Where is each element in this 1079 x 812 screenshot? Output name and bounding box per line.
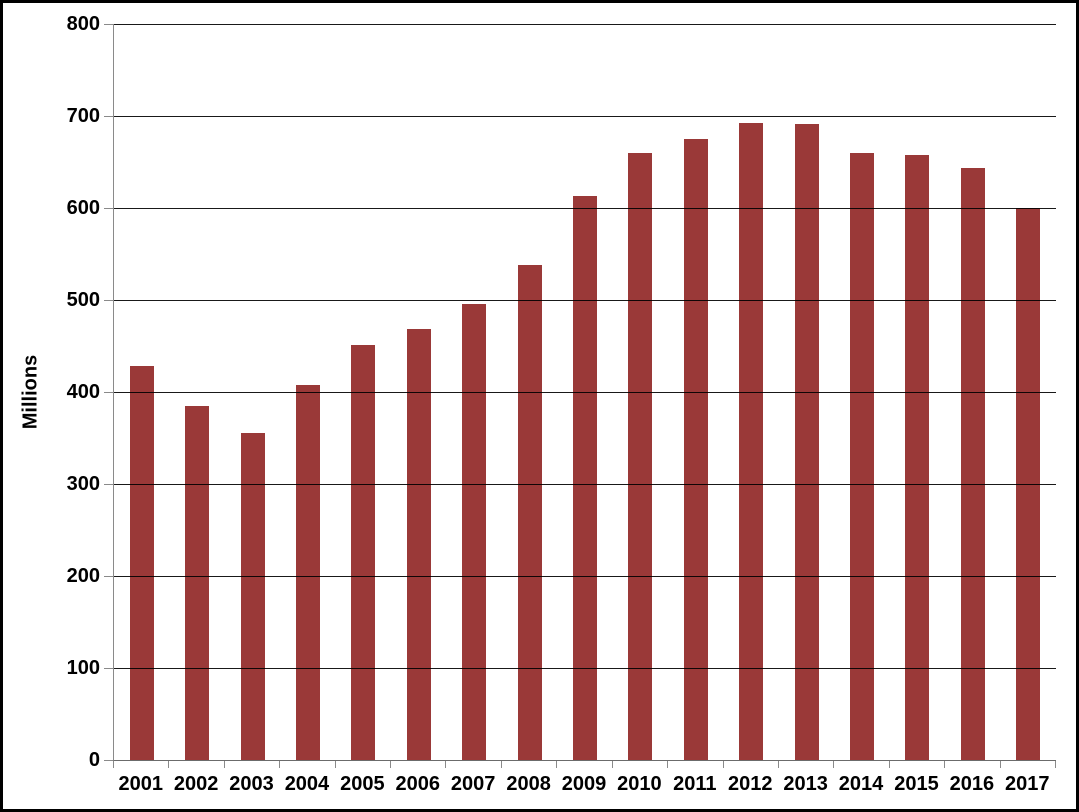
x-tick-label-2006: 2006: [395, 773, 441, 795]
y-tick-label-300: 300: [66, 473, 100, 495]
y-tick-label-500: 500: [66, 289, 100, 311]
y-tick-mark: [104, 24, 113, 25]
x-tick-label-2008: 2008: [506, 773, 551, 795]
bar-2011: [683, 139, 708, 760]
x-tick-label-2016: 2016: [949, 773, 995, 795]
x-tick-mark: [1055, 761, 1056, 768]
gridline-700: [114, 116, 1056, 117]
x-tick-mark: [390, 761, 392, 768]
x-tick-label-2005: 2005: [340, 773, 385, 795]
y-tick-mark: [104, 484, 113, 485]
bar-2008: [517, 265, 542, 760]
x-tick-label-2011: 2011: [673, 773, 717, 795]
y-tick-label-0: 0: [88, 749, 100, 771]
bar-2007: [462, 303, 487, 760]
y-tick-label-600: 600: [66, 197, 100, 219]
gridline-300: [114, 484, 1056, 485]
x-tick-mark: [888, 761, 890, 768]
y-tick-label-100: 100: [66, 657, 100, 679]
x-tick-label-2013: 2013: [783, 773, 828, 795]
y-tick-mark: [104, 300, 113, 301]
bar-2015: [905, 154, 930, 760]
bar-2006: [406, 328, 431, 760]
y-tick-label-800: 800: [66, 13, 100, 35]
gridline-600: [114, 208, 1056, 209]
bar-2003: [240, 433, 265, 760]
x-tick-mark: [722, 761, 724, 768]
x-tick-label-2009: 2009: [561, 773, 607, 795]
bar-2010: [628, 152, 653, 760]
gridline-800: [114, 24, 1056, 25]
y-tick-mark: [104, 208, 113, 209]
x-tick-label-2017: 2017: [1005, 773, 1050, 795]
x-tick-mark: [944, 761, 946, 768]
bar-2005: [351, 345, 376, 760]
x-tick-mark: [113, 761, 114, 768]
x-tick-mark: [667, 761, 669, 768]
x-tick-label-2003: 2003: [229, 773, 274, 795]
y-tick-mark: [104, 576, 113, 577]
bar-2002: [185, 405, 210, 760]
gridline-400: [114, 392, 1056, 393]
x-tick-mark: [777, 761, 779, 768]
x-tick-label-2010: 2010: [617, 773, 662, 795]
x-tick-label-2001: 2001: [118, 773, 163, 795]
bar-2012: [739, 123, 764, 760]
x-tick-label-2015: 2015: [894, 773, 939, 795]
bar-2009: [573, 196, 597, 760]
x-tick-label-2012: 2012: [727, 773, 773, 795]
bar-2004: [295, 384, 320, 760]
x-tick-mark: [223, 761, 225, 768]
x-tick-mark: [168, 761, 170, 768]
bar-2014: [850, 152, 875, 760]
x-tick-mark: [611, 761, 613, 768]
y-tick-mark: [104, 392, 113, 393]
x-tick-mark: [556, 761, 558, 768]
y-tick-label-400: 400: [66, 381, 100, 403]
x-tick-label-2004: 2004: [284, 773, 330, 795]
gridline-100: [114, 668, 1056, 669]
x-tick-mark: [999, 761, 1001, 768]
y-tick-mark: [104, 668, 113, 669]
x-tick-mark: [833, 761, 835, 768]
gridline-500: [114, 300, 1056, 301]
bar-2013: [794, 124, 819, 760]
bar-2001: [129, 366, 154, 760]
x-tick-mark: [334, 761, 336, 768]
y-tick-mark: [104, 760, 113, 761]
y-tick-label-200: 200: [66, 565, 100, 587]
x-tick-label-2002: 2002: [173, 773, 219, 795]
plot-area: [113, 24, 1056, 761]
x-tick-mark: [500, 761, 502, 768]
x-tick-label-2014: 2014: [838, 773, 884, 795]
gridline-200: [114, 576, 1056, 577]
bar-2016: [960, 167, 985, 760]
x-tick-mark: [279, 761, 281, 768]
x-tick-mark: [445, 761, 447, 768]
x-tick-label-2007: 2007: [450, 773, 496, 795]
y-tick-mark: [104, 116, 113, 117]
y-tick-label-700: 700: [66, 105, 100, 127]
